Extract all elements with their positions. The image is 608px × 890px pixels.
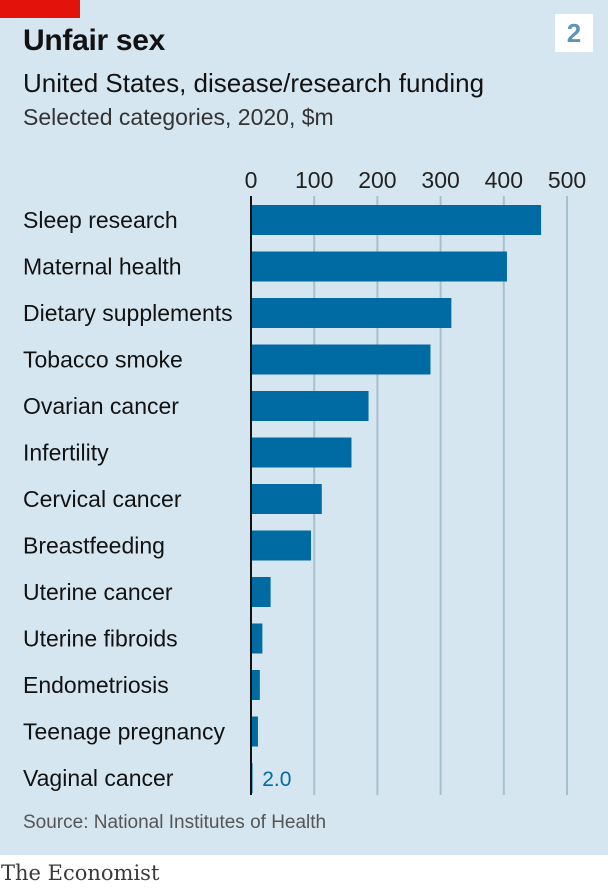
category-label: Uterine fibroids [23,626,178,652]
bar-tobacco-smoke [251,344,431,375]
bar-uterine-fibroids [251,623,263,654]
bar-breastfeeding [251,530,312,561]
tick-label-500: 500 [548,167,586,193]
chart-title: Unfair sex [23,24,166,57]
data-label: 2.0 [262,768,291,791]
chart-subtitle: United States, disease/research funding [23,68,485,98]
category-label: Ovarian cancer [23,393,179,419]
category-label: Tobacco smoke [23,347,183,373]
bar-chart: 0 100 200 300 400 500 Sleep research Maternal … [23,167,587,795]
tick-label-300: 300 [421,167,459,193]
tick-label-200: 200 [358,167,396,193]
tick-label-100: 100 [295,167,333,193]
chart-description: Selected categories, 2020, $m [23,104,334,130]
category-label: Vaginal cancer [23,765,174,791]
annotations: 2.0 [262,768,291,791]
tick-label-0: 0 [245,167,258,193]
bar-endometriosis [251,670,260,700]
bar-cervical-cancer [251,484,322,514]
bar-teenage-pregnancy [251,716,258,747]
red-corner-tag [0,0,80,18]
tick-label-400: 400 [485,167,523,193]
bar-uterine-cancer [251,577,271,607]
category-label: Sleep research [23,207,178,233]
category-label: Uterine cancer [23,579,173,605]
chart-number-badge: 2 [555,14,593,52]
chart-panel [0,0,608,855]
source-note: Source: National Institutes of Health [23,812,327,833]
category-label: Maternal health [23,254,182,280]
category-label: Endometriosis [23,672,169,698]
bars [251,205,542,793]
bar-sleep-research [251,205,542,235]
bar-dietary-supplements [251,298,452,328]
bar-ovarian-cancer [251,391,369,421]
category-labels: Sleep research Maternal health Dietary sup… [23,207,233,791]
category-label: Teenage pregnancy [23,719,226,745]
brand-logo: The Economist [1,861,160,885]
bar-infertility [251,437,352,468]
category-label: Dietary supplements [23,300,233,326]
gridlines [313,196,568,795]
bar-maternal-health [251,251,507,282]
category-label: Infertility [23,440,109,466]
category-label: Cervical cancer [23,486,182,512]
category-label: Breastfeeding [23,533,165,559]
tick-labels: 0 100 200 300 400 500 [245,167,587,193]
